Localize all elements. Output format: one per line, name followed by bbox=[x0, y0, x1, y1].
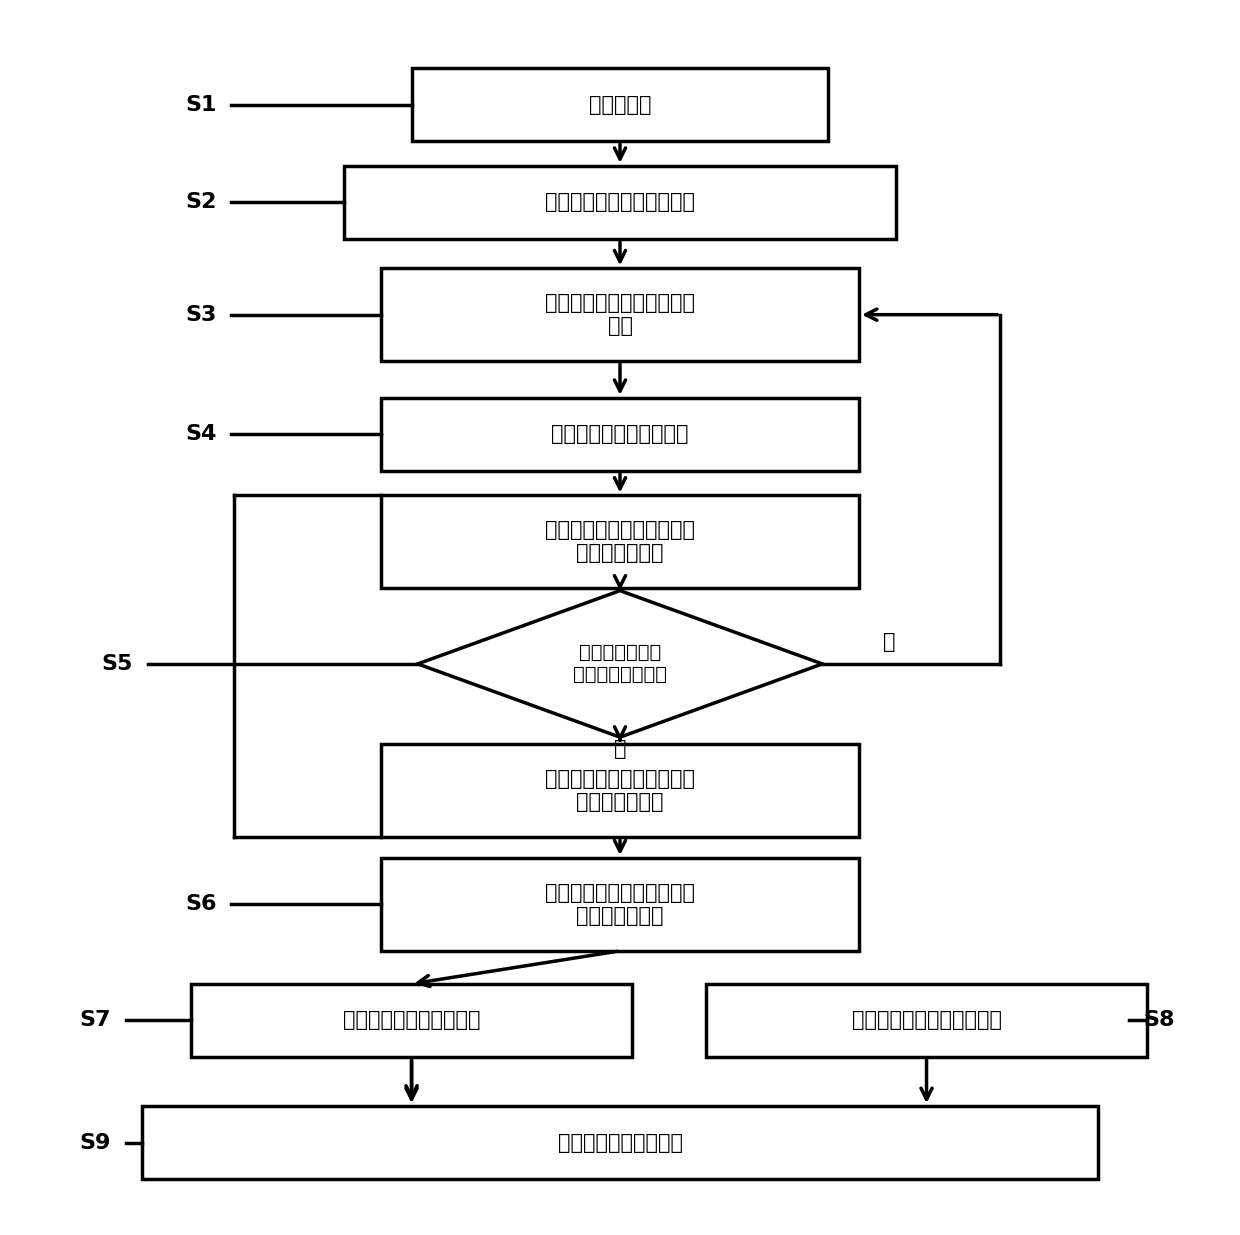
Bar bbox=[345, 165, 895, 238]
Text: 模拟与实测数据
误差是否满足要求: 模拟与实测数据 误差是否满足要求 bbox=[573, 643, 667, 684]
Text: 对特征矿物含量变化最敏感
的两种弹性参数: 对特征矿物含量变化最敏感 的两种弹性参数 bbox=[546, 883, 694, 926]
Text: 不同沉积相的岩石物理建模
参数: 不同沉积相的岩石物理建模 参数 bbox=[546, 293, 694, 336]
Text: 划分沉积相: 划分沉积相 bbox=[589, 95, 651, 115]
Text: 不同沉积相内储层分布: 不同沉积相内储层分布 bbox=[558, 1132, 682, 1152]
Text: S9: S9 bbox=[79, 1132, 110, 1152]
Bar bbox=[706, 984, 1147, 1057]
Text: 是: 是 bbox=[614, 740, 626, 760]
Text: 否: 否 bbox=[883, 632, 897, 652]
Text: S1: S1 bbox=[185, 95, 217, 115]
Text: S3: S3 bbox=[185, 305, 216, 325]
Text: 反演三维地震区的弹性参数: 反演三维地震区的弹性参数 bbox=[852, 1010, 1002, 1030]
Text: 两种弹性参数的关系曲线: 两种弹性参数的关系曲线 bbox=[342, 1010, 480, 1030]
Polygon shape bbox=[418, 590, 822, 737]
Text: S5: S5 bbox=[102, 653, 133, 674]
Bar bbox=[381, 495, 859, 588]
Text: S4: S4 bbox=[185, 425, 216, 445]
Bar bbox=[191, 984, 632, 1057]
Text: S7: S7 bbox=[79, 1010, 110, 1030]
Bar bbox=[381, 858, 859, 951]
Bar bbox=[141, 1107, 1099, 1179]
Text: 不同沉积相纵波速度、横波
速度、密度模拟: 不同沉积相纵波速度、横波 速度、密度模拟 bbox=[546, 520, 694, 563]
Text: S6: S6 bbox=[185, 894, 217, 914]
Text: S8: S8 bbox=[1143, 1010, 1176, 1030]
Bar bbox=[412, 68, 828, 141]
Bar bbox=[381, 745, 859, 837]
Text: S2: S2 bbox=[185, 193, 216, 212]
Text: 不同沉积相矿物成分的不同: 不同沉积相矿物成分的不同 bbox=[546, 193, 694, 212]
Text: 岩石弹性参数随特定矿物含
量而变化的规律: 岩石弹性参数随特定矿物含 量而变化的规律 bbox=[546, 769, 694, 813]
Text: 不同沉积相岩石物理建模: 不同沉积相岩石物理建模 bbox=[552, 425, 688, 445]
Bar bbox=[381, 268, 859, 361]
Bar bbox=[381, 398, 859, 471]
